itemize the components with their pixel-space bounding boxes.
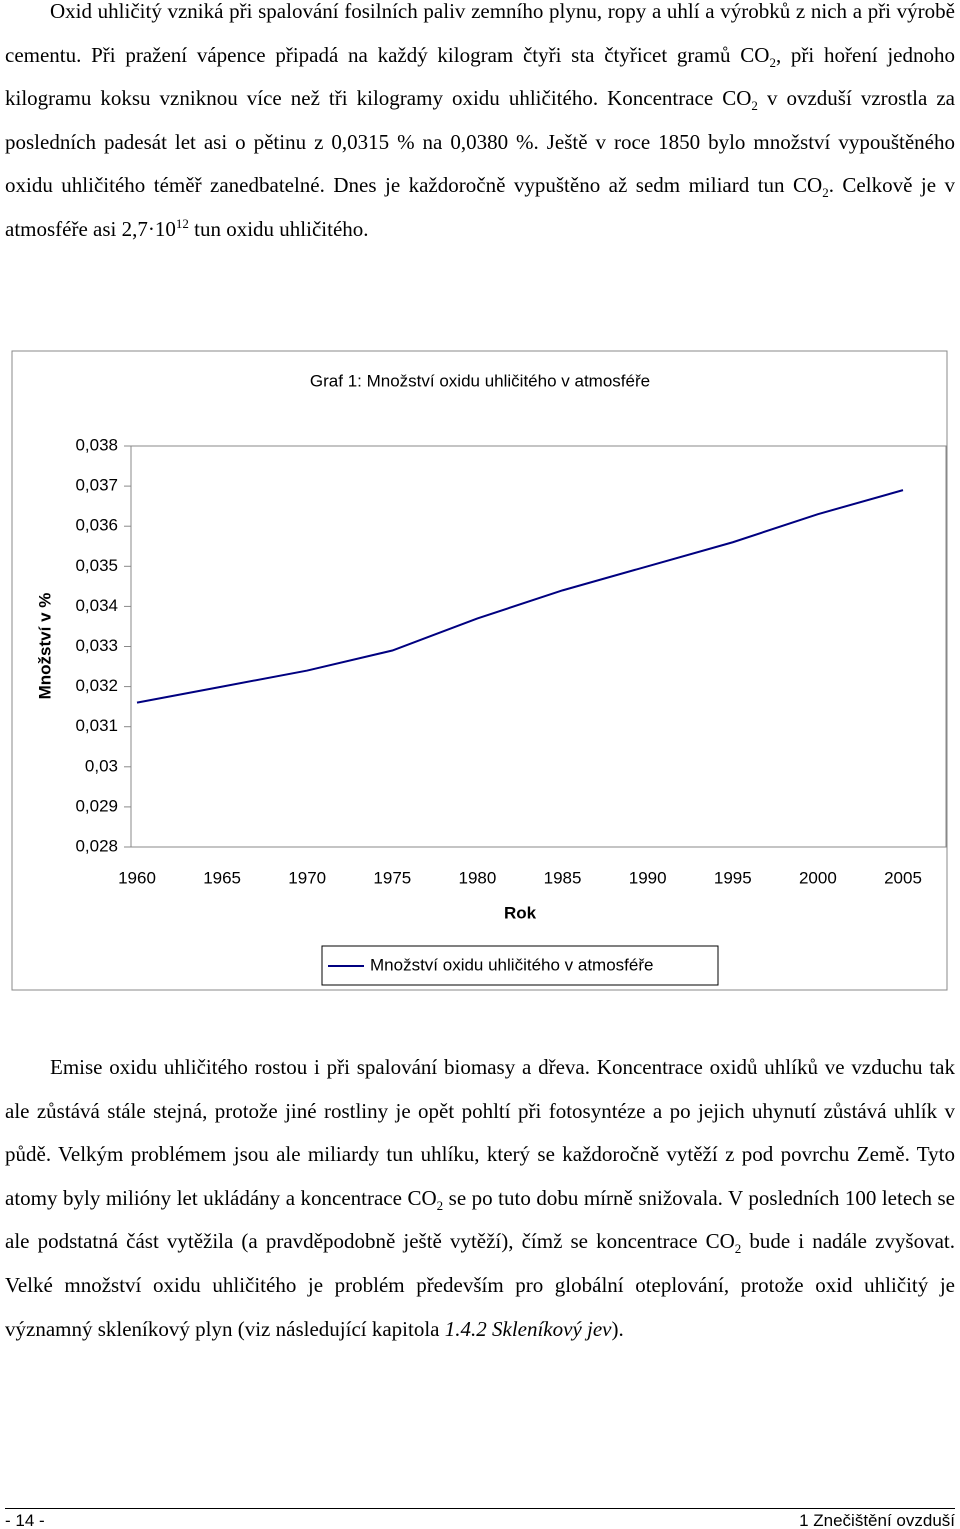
legend-label: Množství oxidu uhličitého v atmosféře — [370, 955, 653, 974]
y-tick-label: 0,029 — [75, 796, 118, 815]
x-tick-label: 1975 — [373, 868, 411, 887]
x-tick-label: 1965 — [203, 868, 241, 887]
paragraph: Emise oxidu uhličitého rostou i při spal… — [5, 1046, 955, 1351]
sub-run: 2 — [436, 1197, 444, 1213]
y-axis-label: Množství v % — [35, 593, 54, 700]
text-run: bude i nadále zvyšovat. Velké množství o… — [5, 1229, 955, 1341]
chart-title: Graf 1: Množství oxidu uhličitého v atmo… — [310, 371, 650, 390]
plot-area — [130, 445, 947, 848]
y-tick-label: 0,03 — [85, 756, 118, 775]
x-tick-label: 1995 — [714, 868, 752, 887]
data-line — [136, 489, 904, 704]
x-tick-label: 1960 — [118, 868, 156, 887]
text-run: , při hoření jednoho kilogramu koksu vzn… — [5, 42, 955, 111]
x-tick-label: 1980 — [459, 868, 497, 887]
y-tick-label: 0,028 — [75, 836, 118, 855]
text-run: ). — [611, 1316, 624, 1341]
sub-run: 2 — [769, 54, 776, 70]
y-tick-label: 0,036 — [75, 516, 118, 535]
y-tick-label: 0,038 — [75, 435, 118, 454]
y-tick-label: 0,031 — [75, 716, 118, 735]
page-number: - 14 - — [5, 1511, 45, 1529]
italic-run: 1.4.2 Skleníkový jev — [444, 1316, 612, 1341]
x-tick-label: 1985 — [544, 868, 582, 887]
y-tick-label: 0,035 — [75, 556, 118, 575]
sub-run: 2 — [734, 1241, 742, 1257]
text-run: Oxid uhličitý vzniká při spalování fosil… — [5, 0, 955, 67]
sub-run: 2 — [822, 185, 829, 201]
y-tick-label: 0,037 — [75, 476, 118, 495]
text-run: se po tuto dobu mírně snižovala. V posle… — [5, 1185, 955, 1254]
text-run: v ovzduší vzrostla za posledních padesát… — [5, 86, 956, 198]
text-run: tun oxidu uhličitého. — [188, 216, 369, 241]
y-tick-label: 0,034 — [75, 596, 118, 615]
x-tick-label: 2005 — [884, 868, 922, 887]
text-run: Emise oxidu uhličitého rostou i při spal… — [5, 1055, 955, 1210]
x-axis-label: Rok — [504, 903, 537, 922]
paragraph: Oxid uhličitý vzniká při spalování fosil… — [5, 0, 955, 252]
y-tick-label: 0,033 — [75, 636, 118, 655]
legend-box — [321, 945, 719, 986]
footer-rule — [5, 1508, 955, 1509]
y-tick-label: 0,032 — [75, 676, 118, 695]
sub-run: 2 — [751, 98, 758, 114]
sup-run: 12 — [175, 215, 189, 231]
text-run: . Celkově je v atmosféře asi 2,7·10 — [5, 173, 955, 241]
chapter-name: 1 Znečištění ovzduší — [799, 1511, 955, 1529]
x-tick-label: 1970 — [288, 868, 326, 887]
x-tick-label: 1990 — [629, 868, 667, 887]
x-tick-label: 2000 — [799, 868, 837, 887]
